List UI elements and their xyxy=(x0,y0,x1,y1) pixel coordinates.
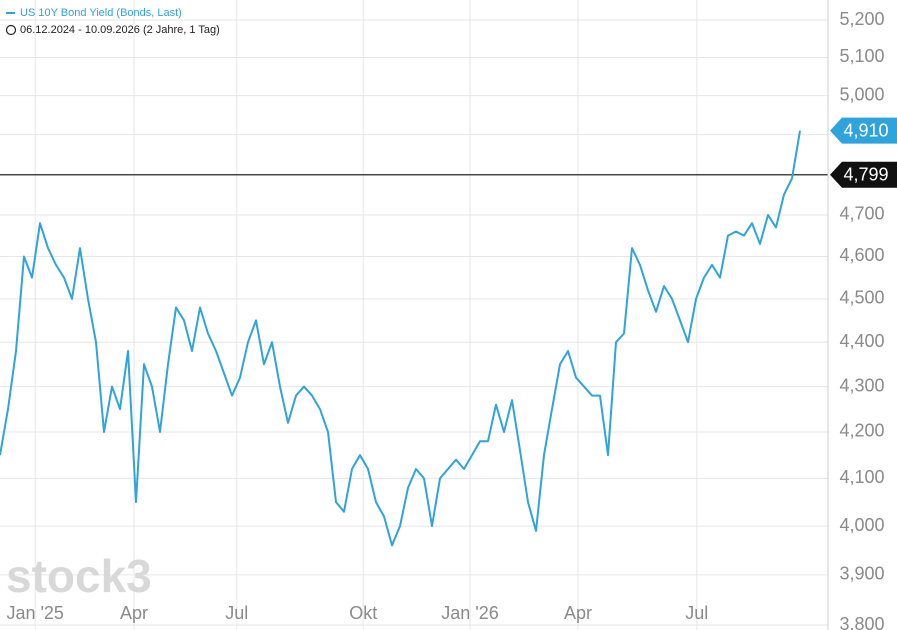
y-tick-label: 4,600 xyxy=(839,245,884,265)
price-badge-label: 4,910 xyxy=(843,120,888,140)
x-tick-label: Jul xyxy=(225,603,248,623)
series-line xyxy=(0,130,801,547)
chart-subtitle: 06.12.2024 - 10.09.2026 (2 Jahre, 1 Tag) xyxy=(20,24,220,36)
x-tick-label: Jan '25 xyxy=(6,603,63,623)
y-tick-label: 3,900 xyxy=(839,564,884,584)
x-tick-label: Jul xyxy=(685,603,708,623)
watermark: stock3 xyxy=(6,550,152,602)
x-tick-label: Apr xyxy=(564,603,592,623)
price-badge xyxy=(830,117,897,144)
price-badge xyxy=(830,161,897,188)
y-tick-label: 5,100 xyxy=(839,46,884,66)
y-tick-label: 4,000 xyxy=(839,515,884,535)
y-tick-label: 4,400 xyxy=(839,331,884,351)
y-tick-label: 5,000 xyxy=(839,84,884,104)
y-tick-label: 3,800 xyxy=(839,614,884,630)
y-tick-label: 4,500 xyxy=(839,288,884,308)
x-tick-label: Jan '26 xyxy=(441,603,498,623)
price-badge-label: 4,799 xyxy=(843,165,888,185)
legend-label: US 10Y Bond Yield (Bonds, Last) xyxy=(20,7,182,19)
y-tick-label: 4,200 xyxy=(839,421,884,441)
y-tick-label: 4,300 xyxy=(839,375,884,395)
labels: 3,800 3,900 4,000 4,100 4,200 4,300 4,400 4,500… xyxy=(6,9,897,630)
x-tick-label: Apr xyxy=(120,603,148,623)
y-tick-label: 4,100 xyxy=(839,467,884,487)
y-tick-label: 4,700 xyxy=(839,204,884,224)
clock-icon xyxy=(5,24,17,36)
grid xyxy=(0,0,828,630)
plot xyxy=(0,130,828,547)
y-tick-label: 5,200 xyxy=(839,9,884,29)
x-tick-label: Okt xyxy=(349,603,377,623)
